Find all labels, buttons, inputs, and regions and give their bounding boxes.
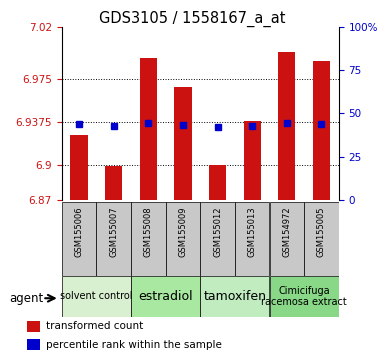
Bar — [70, 135, 88, 200]
Text: GSM155012: GSM155012 — [213, 206, 222, 257]
Bar — [304, 202, 339, 276]
Text: agent: agent — [10, 292, 44, 305]
Bar — [313, 61, 330, 200]
Text: GDS3105 / 1558167_a_at: GDS3105 / 1558167_a_at — [99, 11, 286, 27]
Bar — [131, 202, 166, 276]
Bar — [200, 202, 235, 276]
Text: transformed count: transformed count — [45, 321, 143, 331]
Bar — [96, 202, 131, 276]
Bar — [235, 202, 270, 276]
Text: GSM154972: GSM154972 — [282, 206, 291, 257]
Text: GSM155008: GSM155008 — [144, 206, 153, 257]
Bar — [27, 321, 40, 332]
Text: GSM155005: GSM155005 — [317, 206, 326, 257]
Bar — [200, 276, 270, 317]
Bar — [62, 276, 131, 317]
Text: GSM155013: GSM155013 — [248, 206, 257, 257]
Text: percentile rank within the sample: percentile rank within the sample — [45, 340, 221, 350]
Bar — [278, 52, 295, 200]
Bar — [139, 58, 157, 200]
Bar — [105, 166, 122, 200]
Bar — [270, 276, 339, 317]
Bar — [270, 202, 304, 276]
Text: estradiol: estradiol — [138, 290, 193, 303]
Bar — [166, 202, 200, 276]
Text: GSM155006: GSM155006 — [74, 206, 84, 257]
Bar — [131, 276, 200, 317]
Text: GSM155007: GSM155007 — [109, 206, 118, 257]
Bar — [27, 339, 40, 350]
Text: tamoxifen: tamoxifen — [203, 290, 266, 303]
Bar — [209, 165, 226, 200]
Bar — [174, 87, 191, 200]
Text: GSM155009: GSM155009 — [178, 206, 187, 257]
Text: solvent control: solvent control — [60, 291, 132, 302]
Bar — [243, 121, 261, 200]
Bar — [62, 202, 96, 276]
Text: Cimicifuga
racemosa extract: Cimicifuga racemosa extract — [261, 286, 347, 307]
